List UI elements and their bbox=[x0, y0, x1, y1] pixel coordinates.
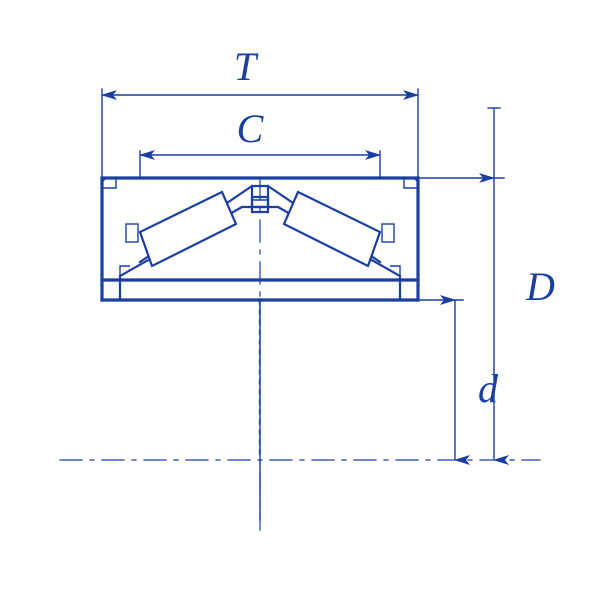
bearing-diagram: TC Dd bbox=[0, 0, 600, 600]
label-T: T bbox=[234, 44, 259, 89]
geometry-group bbox=[60, 178, 540, 530]
label-C: C bbox=[237, 106, 265, 151]
label-D: D bbox=[525, 264, 555, 309]
label-d: d bbox=[478, 366, 499, 411]
